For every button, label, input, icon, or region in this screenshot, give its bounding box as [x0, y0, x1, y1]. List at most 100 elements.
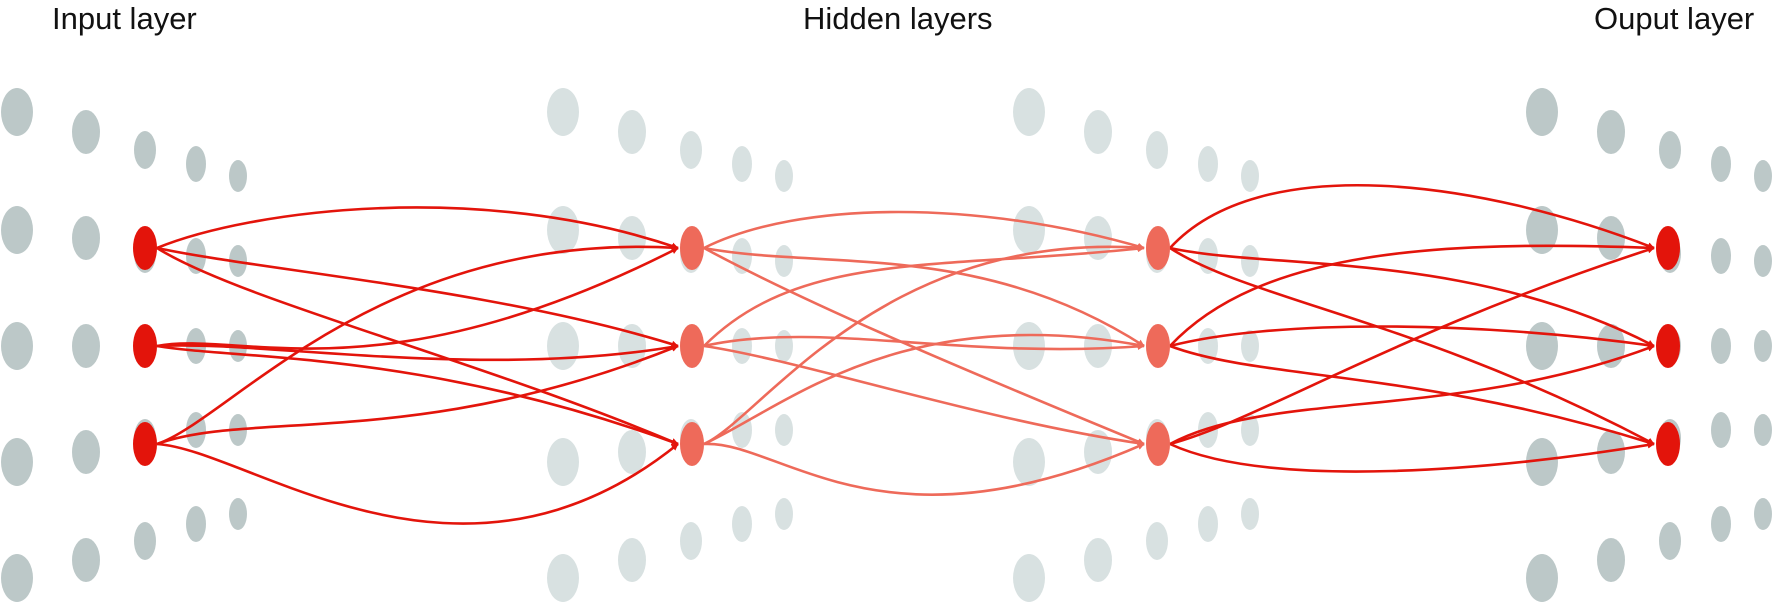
- ghost-node-g1-c4-r3: [775, 414, 793, 446]
- node-layer1-row0: [680, 226, 704, 270]
- ghost-node-g0-c1-r3: [72, 430, 100, 474]
- node-layer2-row2: [1146, 422, 1170, 466]
- ghost-node-g2-c0-r2: [1013, 322, 1045, 370]
- edge-l0-2-to-0: [156, 244, 679, 446]
- ghost-node-g2-c4-r4: [1241, 498, 1259, 530]
- edge-l0-1-to-0: [156, 246, 679, 350]
- node-layer2-row1: [1146, 324, 1170, 368]
- ghost-node-g1-c4-r4: [775, 498, 793, 530]
- ghost-node-g2-c1-r2: [1084, 324, 1112, 368]
- ghost-node-g1-c2-r0: [680, 131, 702, 169]
- ghost-node-g0-c4-r4: [229, 498, 247, 530]
- ghost-node-g1-c0-r2: [547, 322, 579, 370]
- ghost-node-g0-c1-r0: [72, 110, 100, 154]
- ghost-node-g1-c0-r1: [547, 206, 579, 254]
- ghost-node-g1-c3-r2: [732, 328, 752, 364]
- ghost-node-g2-c2-r0: [1146, 131, 1168, 169]
- ghost-node-g0-c0-r1: [1, 206, 33, 254]
- ghost-node-g0-c1-r2: [72, 324, 100, 368]
- edge-l1-2-to-2: [703, 442, 1145, 496]
- ghost-node-g3-c0-r2: [1526, 322, 1558, 370]
- ghost-node-g2-c0-r1: [1013, 206, 1045, 254]
- ghost-node-g0-c3-r0: [186, 146, 206, 182]
- edge-l2-0-to-0: [1169, 183, 1655, 250]
- ghost-node-g3-c4-r0: [1754, 160, 1772, 192]
- ghost-node-g0-c1-r4: [72, 538, 100, 582]
- edge-l1-2-to-0: [703, 244, 1145, 446]
- ghost-node-g3-c4-r3: [1754, 414, 1772, 446]
- background-node-grid: [1, 88, 1772, 602]
- ghost-node-g3-c4-r1: [1754, 245, 1772, 277]
- edge-l2-2-to-1: [1169, 344, 1655, 446]
- edge-l0-2-to-2: [156, 442, 679, 525]
- ghost-node-g2-c1-r3: [1084, 430, 1112, 474]
- ghost-node-g3-c0-r0: [1526, 88, 1558, 136]
- ghost-node-g3-c3-r0: [1711, 146, 1731, 182]
- ghost-node-g1-c1-r3: [618, 430, 646, 474]
- ghost-node-g0-c0-r4: [1, 554, 33, 602]
- node-layer0-row2: [133, 422, 157, 466]
- ghost-node-g3-c3-r4: [1711, 506, 1731, 542]
- ghost-node-g1-c0-r4: [547, 554, 579, 602]
- ghost-node-g2-c1-r0: [1084, 110, 1112, 154]
- node-layer0-row1: [133, 324, 157, 368]
- edge-l1-2-to-1: [703, 333, 1145, 446]
- ghost-node-g2-c4-r1: [1241, 245, 1259, 277]
- ghost-node-g1-c3-r0: [732, 146, 752, 182]
- ghost-node-g1-c2-r4: [680, 522, 702, 560]
- edge-l0-0-to-1: [156, 246, 679, 348]
- ghost-node-g3-c0-r1: [1526, 206, 1558, 254]
- edge-l0-0-to-0: [156, 206, 679, 250]
- edge-l2-0-to-1: [1169, 246, 1655, 348]
- ghost-node-g1-c4-r1: [775, 245, 793, 277]
- edge-l1-1-to-0: [703, 245, 1145, 347]
- node-layer3-row2: [1656, 422, 1680, 466]
- ghost-node-g3-c4-r4: [1754, 498, 1772, 530]
- ghost-node-g2-c4-r3: [1241, 414, 1259, 446]
- edge-l0-1-to-1: [156, 343, 679, 362]
- ghost-node-g2-c3-r0: [1198, 146, 1218, 182]
- edge-l0-0-to-2: [156, 246, 679, 446]
- edge-l2-2-to-2: [1169, 441, 1655, 473]
- ghost-node-g2-c0-r0: [1013, 88, 1045, 136]
- ghost-node-g2-c1-r1: [1084, 216, 1112, 260]
- ghost-node-g1-c0-r0: [547, 88, 579, 136]
- ghost-node-g1-c1-r0: [618, 110, 646, 154]
- edge-l2-1-to-1: [1169, 325, 1655, 349]
- ghost-node-g3-c3-r2: [1711, 328, 1731, 364]
- ghost-node-g1-c3-r4: [732, 506, 752, 542]
- node-layer0-row0: [133, 226, 157, 270]
- ghost-node-g2-c0-r4: [1013, 554, 1045, 602]
- edge-l1-1-to-2: [703, 344, 1145, 447]
- ghost-node-g3-c3-r1: [1711, 238, 1731, 274]
- ghost-node-g2-c0-r3: [1013, 438, 1045, 486]
- ghost-node-g1-c1-r4: [618, 538, 646, 582]
- ghost-node-g0-c0-r0: [1, 88, 33, 136]
- node-layer2-row0: [1146, 226, 1170, 270]
- edge-l2-1-to-0: [1169, 244, 1655, 347]
- edge-l1-0-to-1: [703, 246, 1145, 348]
- ghost-node-g3-c3-r3: [1711, 412, 1731, 448]
- ghost-node-g3-c1-r0: [1597, 110, 1625, 154]
- ghost-node-g1-c0-r3: [547, 438, 579, 486]
- ghost-node-g0-c3-r4: [186, 506, 206, 542]
- edge-l1-0-to-2: [703, 246, 1145, 446]
- edge-l2-2-to-0: [1169, 246, 1655, 446]
- ghost-node-g0-c0-r2: [1, 322, 33, 370]
- node-layer3-row0: [1656, 226, 1680, 270]
- ghost-node-g2-c1-r4: [1084, 538, 1112, 582]
- active-nodes: [133, 226, 1680, 466]
- ghost-node-g0-c2-r4: [134, 522, 156, 560]
- ghost-node-g3-c1-r4: [1597, 538, 1625, 582]
- ghost-node-g0-c3-r3: [186, 412, 206, 448]
- node-layer1-row1: [680, 324, 704, 368]
- ghost-node-g3-c2-r0: [1659, 131, 1681, 169]
- ghost-node-g0-c0-r3: [1, 438, 33, 486]
- edge-l1-1-to-1: [703, 335, 1145, 351]
- node-layer3-row1: [1656, 324, 1680, 368]
- ghost-node-g3-c4-r2: [1754, 330, 1772, 362]
- output-layer-label: Ouput layer: [1594, 1, 1755, 36]
- ghost-node-g0-c2-r0: [134, 131, 156, 169]
- ghost-node-g2-c4-r0: [1241, 160, 1259, 192]
